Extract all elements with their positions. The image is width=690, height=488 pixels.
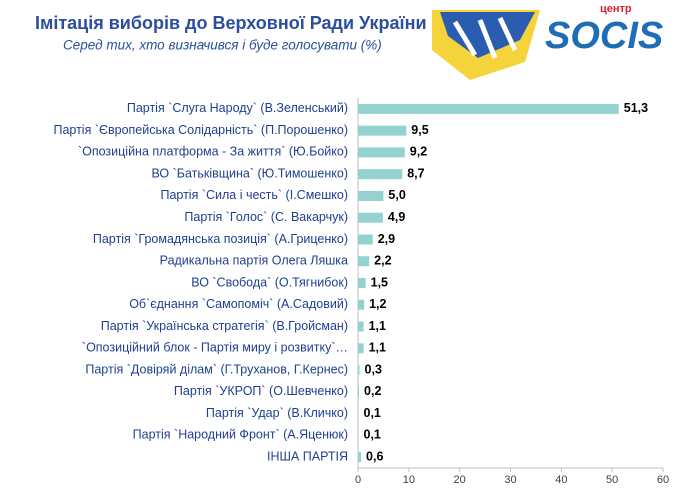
logo-name: SOCIS — [545, 15, 663, 57]
bar — [358, 212, 383, 223]
y-tick-label: ІНША ПАРТІЯ — [267, 449, 348, 463]
bar — [358, 452, 362, 463]
y-tick-label: ВО `Свобода` (О.Тягнибок) — [191, 275, 348, 289]
value-label: 0,6 — [366, 449, 383, 463]
bar — [358, 365, 360, 376]
bar — [358, 256, 370, 267]
value-label: 1,2 — [369, 297, 386, 311]
y-tick-label: Партія `УКРОП` (О.Шевченко) — [174, 384, 348, 398]
y-tick-label: `Опозиційний блок - Партія миру і розвит… — [82, 341, 348, 355]
value-label: 0,2 — [364, 384, 381, 398]
value-label: 0,1 — [364, 428, 381, 442]
y-tick-label: Партія `Довіряй ділам` (Г.Труханов, Г.Ке… — [85, 362, 348, 376]
value-label: 8,7 — [407, 166, 424, 180]
y-tick-label: ВО `Батьківщина` (Ю.Тимошенко) — [151, 166, 348, 180]
value-label: 51,3 — [624, 101, 648, 115]
value-label: 9,2 — [410, 145, 427, 159]
y-tick-label: Партія `Народний Фронт` (А.Яценюк) — [133, 428, 348, 442]
x-tick-label: 0 — [355, 474, 361, 486]
value-label: 1,1 — [369, 319, 386, 333]
emblem — [432, 10, 540, 80]
bar — [358, 234, 373, 245]
y-tick-label: Партія `Удар` (В.Кличко) — [206, 406, 348, 420]
x-tick-label: 40 — [555, 474, 567, 486]
chart-title: Імітація виборів до Верховної Ради Украї… — [35, 13, 427, 33]
logo-tag: центр — [600, 3, 632, 15]
y-tick-label: `Опозиційна платформа - За життя` (Ю.Бой… — [78, 145, 348, 159]
value-label: 1,5 — [371, 275, 388, 289]
y-tick-label: Партія `Європейська Солідарність` (П.Пор… — [53, 123, 348, 137]
bar — [358, 147, 405, 158]
bar — [358, 103, 619, 114]
value-label: 2,2 — [374, 254, 391, 268]
y-tick-label: Партія `Голос` (С. Вакарчук) — [184, 210, 348, 224]
x-tick-label: 30 — [504, 474, 516, 486]
bar — [358, 408, 359, 419]
x-tick-label: 10 — [403, 474, 415, 486]
x-tick-label: 50 — [606, 474, 618, 486]
value-label: 0,1 — [364, 406, 381, 420]
value-label: 5,0 — [388, 188, 405, 202]
value-label: 0,3 — [365, 362, 382, 376]
bar — [358, 430, 359, 441]
bar — [358, 343, 364, 354]
y-tick-label: Партія `Українська стратегія` (В.Гройсма… — [101, 319, 348, 333]
bar — [358, 386, 360, 397]
value-label: 4,9 — [388, 210, 405, 224]
bar — [358, 321, 364, 332]
x-tick-label: 20 — [454, 474, 466, 486]
x-tick-label: 60 — [657, 474, 669, 486]
chart-subtitle: Серед тих, хто визначився і буде голосув… — [63, 38, 382, 53]
y-tick-label: Об`єднання `Самопоміч` (А.Садовий) — [129, 297, 348, 311]
value-label: 2,9 — [378, 232, 395, 246]
y-tick-label: Партія `Сила і честь` (І.Смешко) — [160, 188, 348, 202]
bar — [358, 299, 365, 310]
bar — [358, 169, 403, 180]
bar — [358, 278, 366, 288]
bar — [358, 190, 384, 201]
y-tick-label: Партія `Громадянська позиція` (А.Гриценк… — [93, 232, 348, 246]
value-label: 9,5 — [411, 123, 428, 137]
value-label: 1,1 — [369, 341, 386, 355]
y-tick-label: Радикальна партія Олега Ляшка — [160, 254, 348, 268]
y-tick-label: Партія `Слуга Народу` (В.Зеленський) — [127, 101, 348, 115]
emblem-stripes — [452, 16, 518, 59]
bar — [358, 125, 407, 136]
